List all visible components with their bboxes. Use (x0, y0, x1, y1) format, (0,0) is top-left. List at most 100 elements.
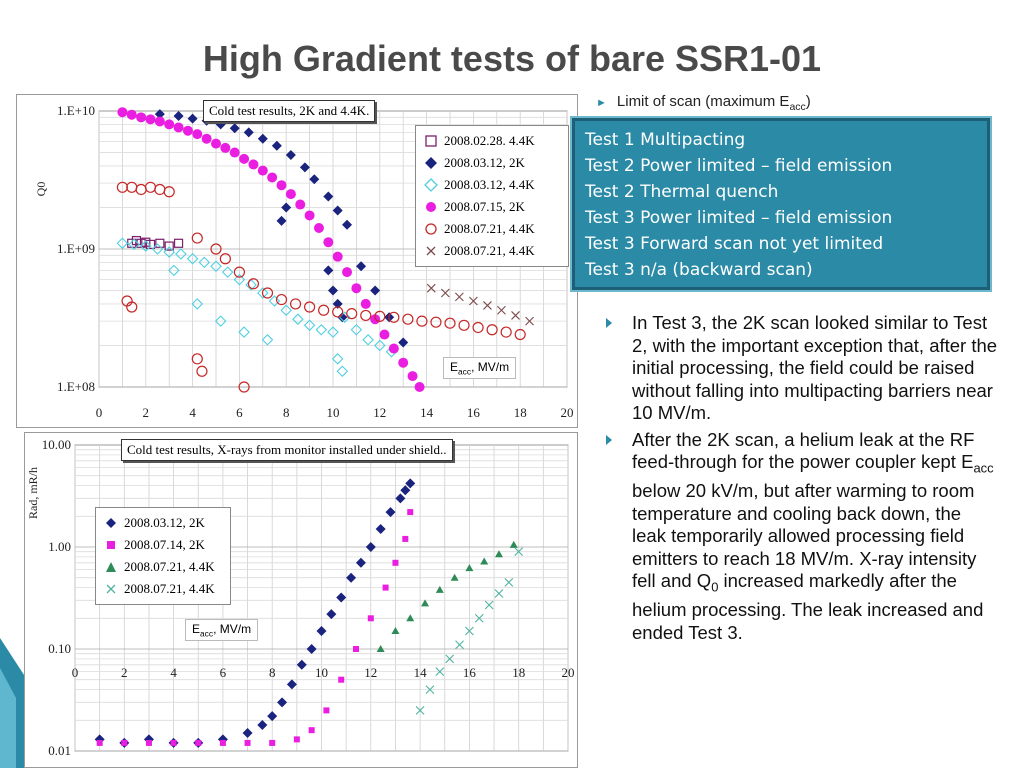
bullet-sub: acc (973, 460, 994, 476)
y-axis-label: Rad, mR/h (26, 467, 40, 519)
data-point (292, 313, 304, 325)
data-point (455, 640, 464, 650)
data-point (332, 306, 344, 318)
data-point (426, 283, 436, 293)
data-point (275, 293, 288, 306)
x-tick-label: 14 (414, 665, 428, 680)
data-point (117, 107, 128, 118)
legend-marker-x-icon (106, 584, 116, 594)
scan-limit-heading: ► Limit of scan (maximum Eacc) (596, 93, 811, 113)
y-tick-label: 1.00 (48, 539, 71, 554)
discussion-bullets: In Test 3, the 2K scan looked similar to… (600, 312, 1000, 648)
data-point (198, 256, 211, 269)
data-point (454, 292, 464, 302)
data-point (164, 119, 175, 130)
data-point (474, 613, 484, 623)
data-point (257, 165, 268, 176)
data-point (187, 113, 198, 124)
data-point (316, 626, 327, 637)
data-point (406, 614, 415, 622)
data-point (155, 238, 165, 248)
data-point (388, 343, 399, 354)
data-point (509, 540, 518, 548)
bullet-item: In Test 3, the 2K scan looked similar to… (600, 312, 1000, 425)
data-point (450, 573, 459, 581)
legend-item: 2008.03.12, 2K (102, 512, 224, 534)
limit-line: Test 3 Forward scan not yet limited (585, 234, 884, 254)
limit-line: Test 3 Power limited – field emission (585, 208, 893, 228)
data-point (296, 659, 307, 670)
data-point (229, 123, 240, 134)
data-point (173, 110, 184, 121)
data-point (395, 493, 406, 504)
legend-label: 2008.07.15, 2K (444, 199, 525, 214)
x-tick-label: 2 (143, 405, 150, 420)
bullet-text: increased markedly after the helium proc… (632, 570, 984, 643)
x-tick-label: 20 (562, 665, 575, 680)
data-point (289, 298, 302, 310)
legend-label: 2008.03.12, 4.4K (444, 177, 535, 192)
data-point (323, 237, 334, 248)
data-point (323, 191, 334, 202)
series-group (96, 509, 414, 746)
data-point (367, 615, 374, 622)
data-point (425, 685, 435, 694)
data-point (388, 311, 400, 323)
data-point (269, 739, 276, 746)
scan-limit-sub: acc (789, 101, 806, 113)
data-point (328, 285, 338, 296)
data-point (201, 133, 212, 144)
data-point (96, 739, 103, 746)
data-point (261, 333, 274, 346)
data-point (332, 251, 343, 262)
data-point (244, 739, 251, 746)
xray-chart-xlabel: Eacc, MV/m (185, 619, 259, 642)
data-point (342, 267, 353, 278)
data-point (342, 219, 353, 230)
data-point (140, 240, 152, 252)
data-point (360, 309, 372, 322)
data-point (484, 600, 494, 610)
legend-marker-circle-open-icon (425, 223, 437, 235)
data-point (154, 109, 165, 120)
data-point (465, 564, 474, 572)
data-point (242, 728, 253, 739)
data-point (337, 312, 348, 323)
data-point (267, 172, 278, 183)
data-point (382, 584, 389, 591)
data-point (299, 162, 310, 173)
series-group (127, 236, 184, 251)
data-point (191, 232, 203, 244)
data-point (346, 308, 358, 320)
data-point (469, 296, 478, 306)
data-point (304, 210, 315, 221)
data-point (220, 142, 231, 153)
scan-limit-text: Limit of scan (maximum E (616, 93, 790, 110)
scan-limit-end: ) (805, 93, 811, 110)
legend-marker-square-icon (425, 135, 437, 147)
data-point (445, 654, 455, 664)
legend-label: 2008.07.21, 4.4K (124, 559, 215, 574)
data-point (355, 557, 366, 568)
data-point (306, 644, 317, 654)
data-point (308, 727, 315, 734)
data-point (210, 260, 222, 273)
data-point (504, 577, 514, 587)
data-point (151, 243, 164, 255)
xray-chart-panel: 0 2 4 6 8 10 12 14 16 18 20 0.01 0.10 1.00 10.00 Rad, m… (24, 432, 578, 768)
data-point (116, 237, 129, 250)
data-point (514, 547, 524, 557)
data-point (257, 133, 268, 144)
legend-item: 2008.07.14, 2K (102, 534, 224, 556)
series-group (116, 237, 398, 378)
legend-marker-triangle-icon (106, 562, 116, 572)
legend-marker-x-icon (426, 246, 436, 256)
series-group (116, 181, 526, 393)
data-point (247, 278, 260, 290)
data-point (351, 283, 362, 294)
data-point (248, 159, 259, 170)
data-point (163, 186, 175, 198)
data-point (145, 739, 152, 746)
data-point (170, 739, 177, 746)
data-point (392, 559, 399, 566)
